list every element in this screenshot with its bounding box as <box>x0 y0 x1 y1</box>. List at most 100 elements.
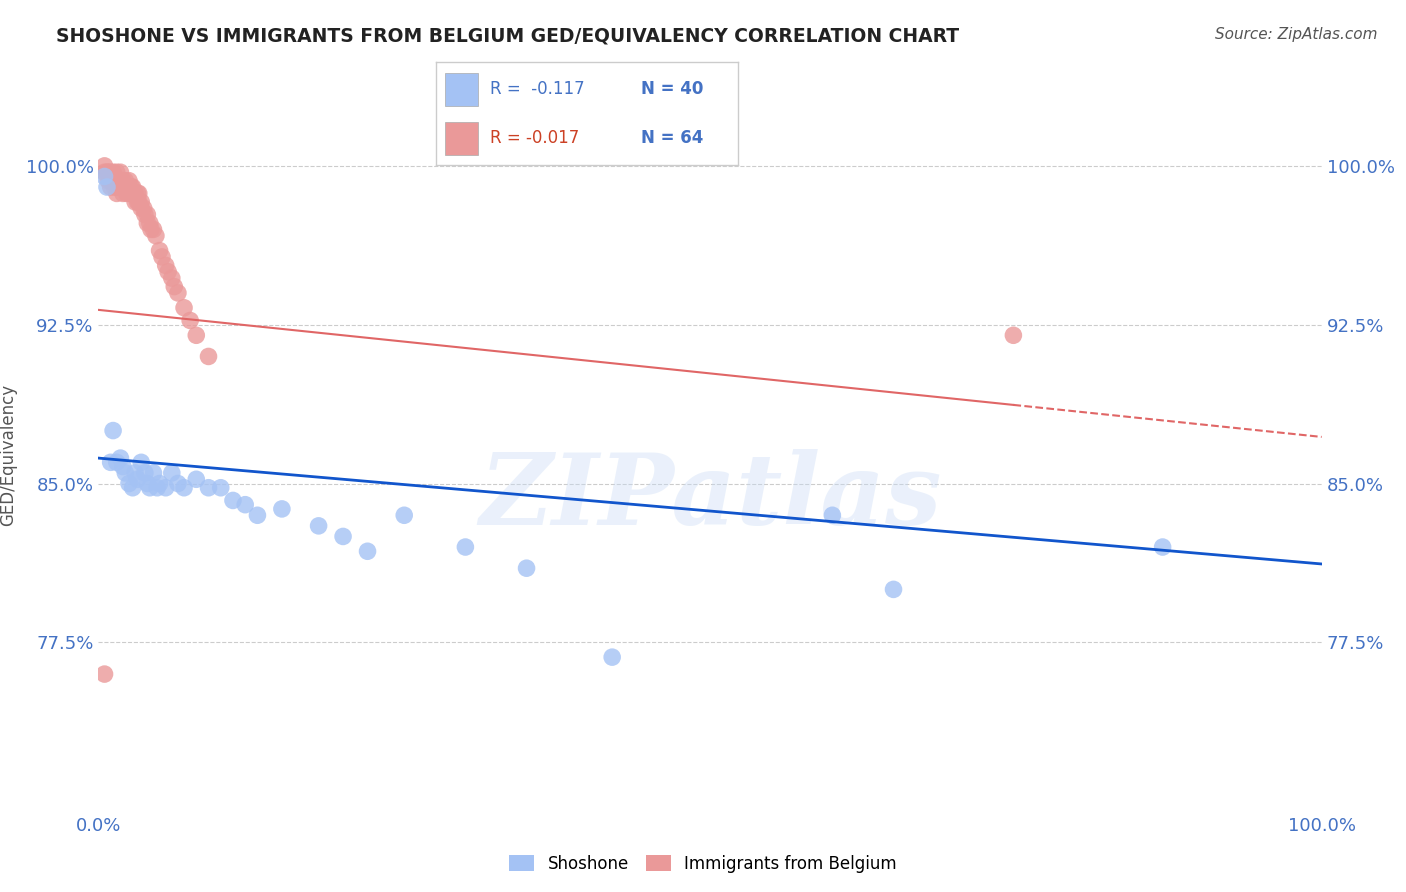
Point <box>136 208 159 222</box>
Point <box>454 540 477 554</box>
Point <box>115 186 138 201</box>
Point <box>186 328 208 343</box>
Point <box>155 481 177 495</box>
Point <box>121 481 143 495</box>
Point <box>127 186 149 201</box>
Point <box>134 466 156 480</box>
Point <box>222 493 245 508</box>
Point <box>118 186 141 201</box>
Point <box>163 279 186 293</box>
Point <box>155 259 177 273</box>
Point <box>105 165 128 179</box>
Point <box>127 472 149 486</box>
Point <box>150 250 173 264</box>
Point <box>308 519 330 533</box>
Point <box>1002 328 1025 343</box>
Point <box>120 186 142 201</box>
Point <box>149 244 172 258</box>
Point <box>100 174 122 188</box>
Point <box>197 350 219 364</box>
Point <box>105 180 128 194</box>
Point <box>93 165 115 179</box>
Point <box>103 180 125 194</box>
Point <box>233 498 256 512</box>
Point <box>100 455 122 469</box>
Point <box>124 194 146 209</box>
Point <box>100 180 122 194</box>
Y-axis label: GED/Equivalency: GED/Equivalency <box>0 384 17 526</box>
Point <box>209 481 232 495</box>
Text: R = -0.017: R = -0.017 <box>491 129 579 147</box>
Point <box>118 476 141 491</box>
Point <box>100 165 122 179</box>
Point <box>179 313 201 327</box>
Point <box>167 476 190 491</box>
Point <box>110 180 132 194</box>
Point <box>120 180 142 194</box>
Text: N = 64: N = 64 <box>641 129 704 147</box>
Point <box>129 455 152 469</box>
Point <box>110 165 132 179</box>
Point <box>134 208 156 222</box>
Legend: Shoshone, Immigrants from Belgium: Shoshone, Immigrants from Belgium <box>503 848 903 880</box>
Point <box>128 194 150 209</box>
Point <box>356 544 378 558</box>
Point <box>332 529 354 543</box>
Text: SHOSHONE VS IMMIGRANTS FROM BELGIUM GED/EQUIVALENCY CORRELATION CHART: SHOSHONE VS IMMIGRANTS FROM BELGIUM GED/… <box>56 27 959 45</box>
Point <box>246 508 269 523</box>
Point <box>392 508 416 523</box>
Point <box>118 174 141 188</box>
Point <box>515 561 537 575</box>
Point <box>128 186 150 201</box>
Point <box>121 186 143 201</box>
Point <box>97 165 120 179</box>
Point <box>173 481 195 495</box>
Point <box>110 451 132 466</box>
Point <box>600 650 623 665</box>
FancyBboxPatch shape <box>444 122 478 155</box>
Point <box>93 169 115 184</box>
Point <box>129 201 152 215</box>
Text: N = 40: N = 40 <box>641 80 704 98</box>
Point <box>129 194 152 209</box>
Point <box>160 271 183 285</box>
Point <box>160 466 183 480</box>
Point <box>93 159 115 173</box>
Point <box>114 180 136 194</box>
Point <box>115 180 138 194</box>
Point <box>101 424 124 438</box>
FancyBboxPatch shape <box>444 73 478 105</box>
Point <box>97 174 120 188</box>
Point <box>139 222 162 236</box>
Point <box>111 186 134 201</box>
Point <box>821 508 844 523</box>
Point <box>139 481 162 495</box>
Point <box>118 180 141 194</box>
Point <box>110 174 132 188</box>
Text: R =  -0.117: R = -0.117 <box>491 80 585 98</box>
Point <box>146 481 169 495</box>
Point <box>142 466 165 480</box>
Point <box>270 502 294 516</box>
Point <box>114 466 136 480</box>
Point <box>173 301 195 315</box>
Point <box>149 476 172 491</box>
Point <box>101 165 124 179</box>
Point <box>111 180 134 194</box>
Point <box>157 265 180 279</box>
Point <box>108 180 131 194</box>
Point <box>121 180 143 194</box>
Point <box>108 174 131 188</box>
Point <box>1152 540 1174 554</box>
Point <box>136 216 159 230</box>
Point <box>96 165 118 179</box>
Point <box>145 228 167 243</box>
Point <box>93 667 115 681</box>
Point <box>167 285 190 300</box>
Point <box>186 472 208 486</box>
Point <box>124 466 146 480</box>
Point <box>103 174 125 188</box>
Point <box>127 194 149 209</box>
Point <box>114 174 136 188</box>
Point <box>101 174 124 188</box>
